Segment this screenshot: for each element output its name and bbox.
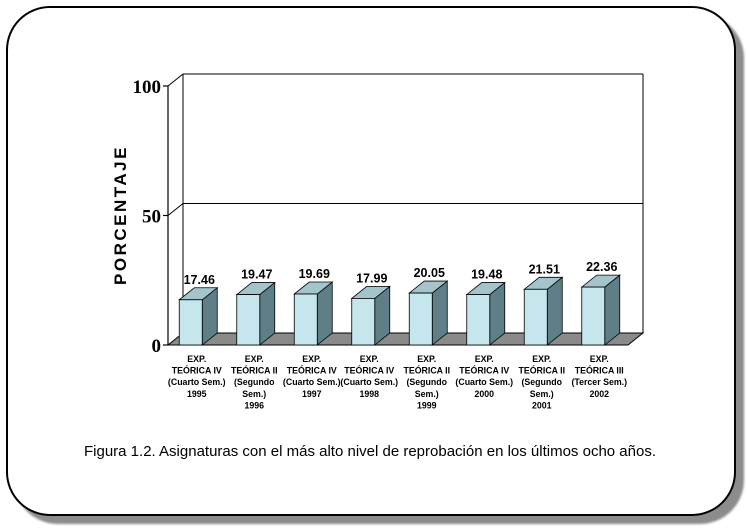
- x-tick-label-line: Sem.): [415, 389, 439, 399]
- x-tick-label-line: (Cuarto Sem.): [340, 377, 398, 387]
- x-tick-label-line: 1998: [359, 389, 379, 399]
- data-label: 22.36: [586, 260, 617, 274]
- x-tick-label-line: 1996: [244, 400, 264, 410]
- data-label: 19.69: [299, 267, 330, 281]
- x-tick-label-line: TEÓRICA II: [518, 365, 565, 376]
- x-tick-label-line: 1997: [302, 389, 322, 399]
- x-tick-label-line: TEÓRICA IV: [344, 365, 394, 376]
- chart-grid: [163, 73, 645, 346]
- x-tick-label-line: (Cuarto Sem.): [455, 377, 513, 387]
- bar-front: [581, 286, 606, 346]
- x-tick-label: EXP. TEÓRICA II (Segundo Sem.) 1996: [231, 354, 278, 410]
- gridline-side: [167, 73, 184, 87]
- bar: [235, 281, 276, 346]
- bar-front: [236, 294, 261, 346]
- bar: [580, 274, 621, 346]
- x-tick-label-line: TEÓRICA IV: [459, 365, 509, 376]
- x-tick-label-line: Sem.): [530, 389, 554, 399]
- x-tick-label-line: (Segundo: [521, 377, 562, 387]
- bar-front: [293, 293, 318, 346]
- x-tick-label-line: (Tercer Sem.): [571, 377, 627, 387]
- bar: [523, 276, 564, 346]
- bar: [350, 285, 391, 346]
- bar-front: [466, 294, 491, 346]
- x-tick-label-line: EXP.: [360, 354, 379, 364]
- x-tick-label: EXP. TEÓRICA II (Segundo Sem.) 2001: [518, 354, 565, 410]
- x-tick-label-line: 2002: [589, 389, 609, 399]
- x-tick-label: EXP. TEÓRICA II (Segundo Sem.) 1999: [403, 354, 450, 410]
- data-label: 20.05: [414, 266, 445, 280]
- y-tick-label: 50: [142, 207, 161, 228]
- bar-front: [523, 288, 548, 346]
- bar: [293, 281, 334, 346]
- gridline-side: [167, 203, 184, 216]
- data-label: 19.48: [471, 268, 502, 282]
- x-tick-label-line: (Segundo: [234, 377, 275, 387]
- x-tick-label-line: EXP.: [187, 354, 206, 364]
- figure-caption: Figura 1.2. Asignaturas con el más alto …: [84, 443, 656, 460]
- x-tick-label-line: TEÓRICA II: [231, 365, 278, 376]
- y-tick-label: 100: [133, 77, 162, 98]
- x-tick-label-line: TEÓRICA IV: [172, 365, 222, 376]
- y-tick-label: 0: [152, 336, 162, 357]
- x-tick-label-line: 2000: [474, 389, 494, 399]
- x-tick-label-line: EXP.: [417, 354, 436, 364]
- data-label: 21.51: [529, 262, 560, 276]
- bar-front: [178, 299, 203, 346]
- y-axis-label: PORCENTAJE: [111, 145, 130, 285]
- x-tick-label-line: (Segundo: [406, 377, 447, 387]
- x-tick-label-line: 1995: [187, 389, 207, 399]
- data-label: 17.99: [356, 271, 387, 285]
- x-tick-label-line: (Cuarto Sem.): [168, 377, 226, 387]
- bar: [465, 281, 506, 346]
- x-tick-label-line: Sem.): [242, 389, 266, 399]
- x-tick-label-line: 2001: [532, 400, 552, 410]
- data-label: 19.47: [241, 268, 272, 282]
- x-tick-label-line: EXP.: [475, 354, 494, 364]
- bar-front: [351, 298, 376, 346]
- x-tick-label: EXP. TEÓRICA IV (Cuarto Sem.) 1997: [283, 354, 341, 399]
- data-label: 17.46: [184, 273, 215, 287]
- bar: [178, 286, 219, 346]
- x-tick-label-line: TEÓRICA III: [575, 365, 624, 376]
- x-tick-label: EXP. TEÓRICA III (Tercer Sem.) 2002: [571, 354, 627, 399]
- bar: [408, 280, 449, 346]
- x-tick-label-line: EXP.: [532, 354, 551, 364]
- x-tick-label: EXP. TEÓRICA IV (Cuarto Sem.) 1995: [168, 354, 226, 399]
- figure-frame: [6, 6, 736, 516]
- x-tick-label: EXP. TEÓRICA IV (Cuarto Sem.) 2000: [455, 354, 513, 399]
- x-tick-label-line: 1999: [417, 400, 437, 410]
- x-tick-label-line: EXP.: [590, 354, 609, 364]
- bar-front: [408, 292, 433, 346]
- x-tick-label: EXP. TEÓRICA IV (Cuarto Sem.) 1998: [340, 354, 398, 399]
- x-tick-label-line: (Cuarto Sem.): [283, 377, 341, 387]
- x-tick-label-line: TEÓRICA IV: [287, 365, 337, 376]
- x-tick-label-line: EXP.: [245, 354, 264, 364]
- x-tick-label-line: TEÓRICA II: [403, 365, 450, 376]
- x-tick-label-line: EXP.: [302, 354, 321, 364]
- chart-bars: [178, 274, 621, 346]
